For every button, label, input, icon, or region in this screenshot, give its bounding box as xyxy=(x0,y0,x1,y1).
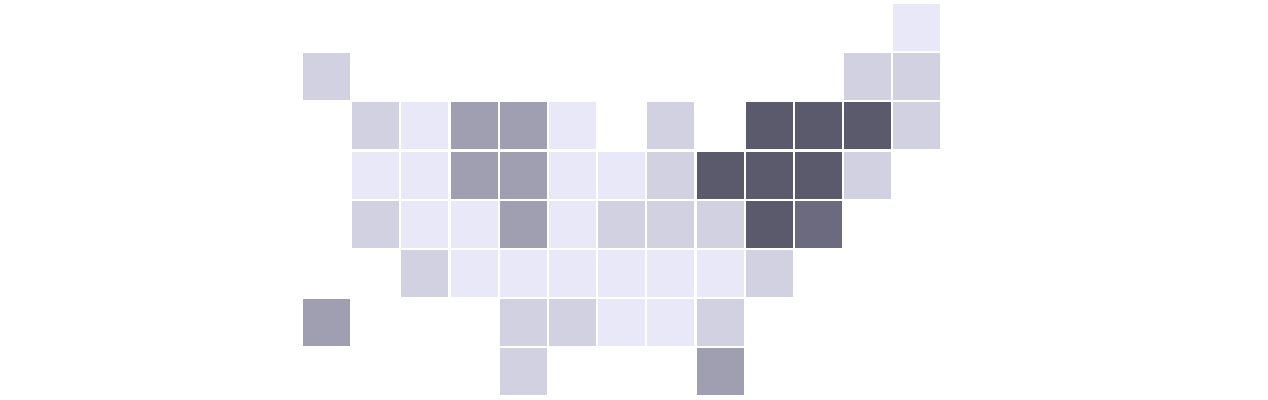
map-tile xyxy=(500,201,547,248)
map-tile xyxy=(598,250,645,297)
map-tile xyxy=(697,299,744,346)
map-tile xyxy=(549,201,596,248)
map-tile xyxy=(401,250,448,297)
map-tile xyxy=(451,152,498,199)
map-tile xyxy=(303,53,350,100)
map-tile xyxy=(746,250,793,297)
map-tile xyxy=(746,102,793,149)
map-tile xyxy=(598,201,645,248)
map-tile xyxy=(893,102,940,149)
map-tile xyxy=(598,299,645,346)
map-tile xyxy=(697,250,744,297)
map-tile xyxy=(647,250,694,297)
map-tile xyxy=(549,250,596,297)
map-tile xyxy=(352,152,399,199)
map-tile xyxy=(549,152,596,199)
map-tile xyxy=(893,4,940,51)
map-tile xyxy=(500,299,547,346)
map-tile xyxy=(500,102,547,149)
map-tile xyxy=(697,201,744,248)
map-tile xyxy=(451,250,498,297)
map-tile xyxy=(746,201,793,248)
map-tile xyxy=(401,152,448,199)
map-tile xyxy=(500,152,547,199)
map-tile xyxy=(451,201,498,248)
map-tile xyxy=(451,102,498,149)
map-tile xyxy=(647,102,694,149)
map-tile xyxy=(795,102,842,149)
map-tile xyxy=(352,201,399,248)
map-tile xyxy=(844,102,891,149)
map-tile xyxy=(795,152,842,199)
map-tile xyxy=(647,299,694,346)
map-tile xyxy=(500,348,547,395)
map-tile xyxy=(303,299,350,346)
map-tile xyxy=(598,152,645,199)
map-tile xyxy=(500,250,547,297)
map-tile xyxy=(549,102,596,149)
map-tile xyxy=(647,152,694,199)
map-tile xyxy=(401,102,448,149)
map-tile xyxy=(795,201,842,248)
map-tile xyxy=(697,348,744,395)
map-tile xyxy=(697,152,744,199)
map-tile xyxy=(647,201,694,248)
map-tile xyxy=(549,299,596,346)
map-tile xyxy=(746,152,793,199)
map-tile xyxy=(844,53,891,100)
map-tile xyxy=(893,53,940,100)
map-tile xyxy=(401,201,448,248)
map-tile xyxy=(844,152,891,199)
map-tile xyxy=(352,102,399,149)
